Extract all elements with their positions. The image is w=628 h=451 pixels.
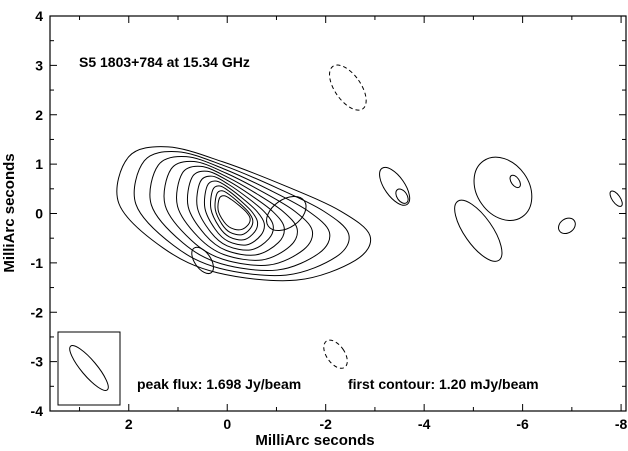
- contour-level: [116, 146, 372, 282]
- jet-feature-contour: [454, 199, 503, 262]
- contour-level: [217, 195, 251, 231]
- beam-ellipse: [69, 345, 109, 391]
- jet-feature-contour: [473, 156, 533, 221]
- contour-level: [149, 155, 331, 271]
- beam-box: [57, 331, 121, 406]
- x-tick-label: -8: [615, 416, 628, 432]
- negative-contour: [329, 64, 367, 111]
- axis-ticks: 2 0 -2 -4 -6 -8 4 3 2 1 0 -1 -2 -3 -4: [31, 8, 628, 432]
- y-tick-label: 4: [35, 8, 43, 24]
- contour-group: [116, 146, 372, 282]
- plot-frame: [49, 15, 627, 412]
- negative-contour: [323, 339, 348, 369]
- y-tick-label: 2: [35, 107, 43, 123]
- contour-level: [163, 160, 314, 266]
- y-tick-label: -3: [31, 354, 44, 370]
- y-tick-label: -4: [31, 403, 44, 419]
- jet-feature-contour: [266, 195, 307, 232]
- y-tick-label: -2: [31, 304, 44, 320]
- contour-level: [210, 185, 259, 241]
- x-tick-label: -2: [319, 416, 332, 432]
- jet-feature-contour: [395, 188, 409, 204]
- x-tick-label: -4: [418, 416, 431, 432]
- x-tick-label: -6: [516, 416, 529, 432]
- y-axis-label: MilliArc seconds: [1, 153, 18, 272]
- jet-feature-contour: [509, 174, 521, 189]
- contour-level: [176, 165, 298, 261]
- contour-level: [214, 190, 254, 236]
- y-tick-label: 0: [35, 206, 43, 222]
- jet-feature-contour: [191, 246, 214, 275]
- y-tick-label: -1: [31, 255, 44, 271]
- jet-feature-contour: [558, 217, 576, 235]
- x-tick-label: 0: [223, 416, 231, 432]
- jet-feature-contour: [379, 166, 411, 206]
- peak-flux-label: peak flux: 1.698 Jy/beam: [137, 376, 301, 392]
- contour-level: [196, 175, 274, 251]
- y-tick-label: 1: [35, 156, 43, 172]
- source-label: S5 1803+784 at 15.34 GHz: [79, 54, 250, 70]
- first-contour-label: first contour: 1.20 mJy/beam: [348, 376, 539, 392]
- contour-level: [203, 180, 265, 246]
- beam-inset: [57, 331, 121, 406]
- x-axis-label: MilliArc seconds: [255, 432, 374, 449]
- contour-level: [186, 170, 285, 256]
- contour-level: [133, 151, 350, 277]
- y-tick-label: 3: [35, 57, 43, 73]
- feature-group: [191, 64, 623, 369]
- x-tick-label: 2: [125, 416, 133, 432]
- jet-feature-contour: [609, 190, 623, 207]
